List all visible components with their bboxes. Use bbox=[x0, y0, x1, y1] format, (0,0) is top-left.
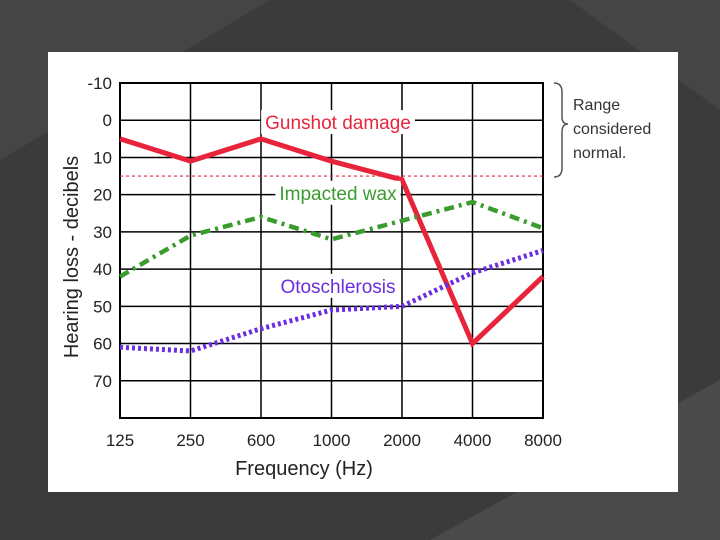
series-label-1: Impacted wax bbox=[279, 184, 397, 205]
y-tick-label: 70 bbox=[93, 372, 112, 391]
series-label-bg bbox=[261, 110, 415, 135]
x-tick-label: 250 bbox=[176, 431, 204, 450]
annotation-line-1: Range bbox=[573, 97, 620, 114]
series-line-2 bbox=[119, 248, 544, 354]
annotation-line-3: normal. bbox=[573, 145, 626, 162]
x-tick-label: 600 bbox=[247, 431, 275, 450]
x-axis-label: Frequency (Hz) bbox=[235, 458, 373, 480]
y-tick-label: 30 bbox=[93, 223, 112, 242]
y-tick-labels: -10 0 10 20 30 40 50 60 70 bbox=[87, 74, 112, 391]
y-tick-label: 40 bbox=[93, 260, 112, 279]
annotation-line-2: considered bbox=[573, 121, 651, 138]
y-tick-label: 0 bbox=[103, 111, 112, 130]
chart-slide: Gunshot damage Impacted wax Otoschlerosis … bbox=[48, 52, 678, 492]
y-tick-label: 50 bbox=[93, 297, 112, 316]
y-tick-label: 10 bbox=[93, 148, 112, 167]
y-tick-label: -10 bbox=[87, 74, 112, 93]
series-label-bg bbox=[276, 273, 400, 298]
x-tick-label: 4000 bbox=[454, 431, 492, 450]
series-label-bg bbox=[275, 180, 401, 205]
x-tick-label: 125 bbox=[106, 431, 134, 450]
series-label-0: Gunshot damage bbox=[265, 113, 411, 134]
x-tick-label: 8000 bbox=[524, 431, 562, 450]
y-axis-label: Hearing loss - decibels bbox=[61, 156, 83, 358]
y-tick-label: 60 bbox=[93, 335, 112, 354]
brace-shape bbox=[553, 82, 569, 178]
range-annotation: Range considered normal. bbox=[553, 82, 651, 178]
series-line-1 bbox=[118, 199, 544, 279]
y-tick-label: 20 bbox=[93, 186, 112, 205]
x-tick-label: 2000 bbox=[383, 431, 421, 450]
series-label-2: Otoschlerosis bbox=[280, 277, 395, 298]
x-tick-labels: 125 250 600 1000 2000 4000 8000 bbox=[106, 431, 562, 450]
series-line-0 bbox=[119, 136, 545, 348]
series-group: Gunshot damage Impacted wax Otoschlerosis bbox=[118, 110, 545, 354]
x-tick-label: 1000 bbox=[313, 431, 351, 450]
